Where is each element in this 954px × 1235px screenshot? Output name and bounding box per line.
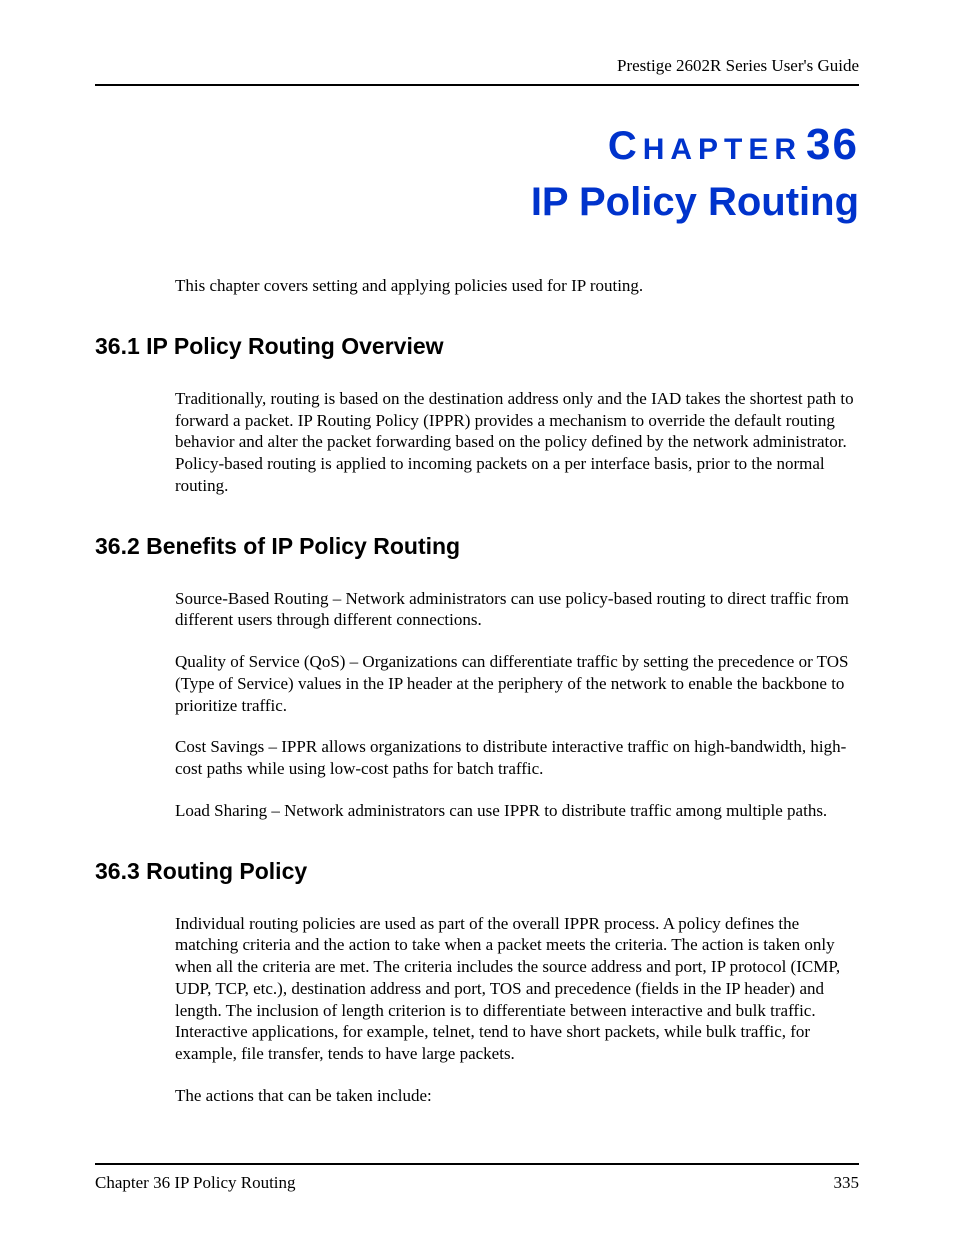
section-heading: 36.2 Benefits of IP Policy Routing [95,533,859,560]
body-paragraph: The actions that can be taken include: [175,1085,859,1107]
body-paragraph: Load Sharing – Network administrators ca… [175,800,859,822]
document-page: Prestige 2602R Series User's Guide CHAPT… [0,0,954,1235]
page-header: Prestige 2602R Series User's Guide [95,56,859,86]
section-36-3: 36.3 Routing Policy Individual routing p… [95,858,859,1107]
guide-title: Prestige 2602R Series User's Guide [617,56,859,75]
section-36-2: 36.2 Benefits of IP Policy Routing Sourc… [95,533,859,822]
chapter-label-leading: C [608,124,643,168]
body-paragraph: Quality of Service (QoS) – Organizations… [175,651,859,716]
chapter-intro: This chapter covers setting and applying… [175,275,859,297]
body-paragraph: Source-Based Routing – Network administr… [175,588,859,632]
section-36-1: 36.1 IP Policy Routing Overview Traditio… [95,333,859,497]
section-heading: 36.3 Routing Policy [95,858,859,885]
body-paragraph: Cost Savings – IPPR allows organizations… [175,736,859,780]
chapter-title: IP Policy Routing [95,180,859,225]
chapter-label-rest: HAPTER [643,133,802,166]
page-number: 335 [834,1173,860,1193]
body-paragraph: Individual routing policies are used as … [175,913,859,1065]
footer-chapter-ref: Chapter 36 IP Policy Routing [95,1173,296,1193]
chapter-number: 36 [806,120,859,169]
chapter-label: CHAPTER 36 [95,120,859,170]
body-paragraph: Traditionally, routing is based on the d… [175,388,859,497]
page-footer: Chapter 36 IP Policy Routing 335 [95,1163,859,1193]
section-heading: 36.1 IP Policy Routing Overview [95,333,859,360]
